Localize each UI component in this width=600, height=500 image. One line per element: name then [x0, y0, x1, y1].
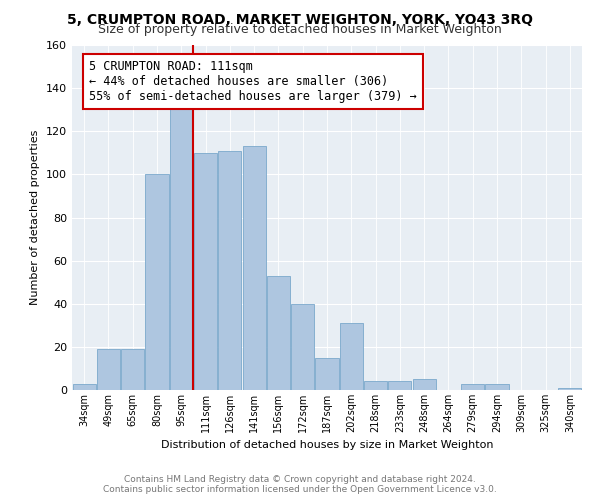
Text: 5 CRUMPTON ROAD: 111sqm
← 44% of detached houses are smaller (306)
55% of semi-d: 5 CRUMPTON ROAD: 111sqm ← 44% of detache… [89, 60, 417, 103]
Bar [218, 150, 241, 390]
Bar [364, 382, 387, 390]
Bar [485, 384, 509, 390]
Bar [340, 323, 363, 390]
Text: Size of property relative to detached houses in Market Weighton: Size of property relative to detached ho… [98, 22, 502, 36]
Bar [121, 349, 144, 390]
Bar [194, 153, 217, 390]
Bar [559, 388, 581, 390]
Bar [73, 384, 95, 390]
Bar [97, 349, 120, 390]
Bar [316, 358, 338, 390]
Bar [388, 382, 412, 390]
Bar [242, 146, 266, 390]
Bar [413, 379, 436, 390]
Bar [145, 174, 169, 390]
Bar [267, 276, 290, 390]
Bar [461, 384, 484, 390]
Bar [291, 304, 314, 390]
Text: Contains HM Land Registry data © Crown copyright and database right 2024.
Contai: Contains HM Land Registry data © Crown c… [103, 474, 497, 494]
X-axis label: Distribution of detached houses by size in Market Weighton: Distribution of detached houses by size … [161, 440, 493, 450]
Text: 5, CRUMPTON ROAD, MARKET WEIGHTON, YORK, YO43 3RQ: 5, CRUMPTON ROAD, MARKET WEIGHTON, YORK,… [67, 12, 533, 26]
Y-axis label: Number of detached properties: Number of detached properties [31, 130, 40, 305]
Bar [170, 103, 193, 390]
